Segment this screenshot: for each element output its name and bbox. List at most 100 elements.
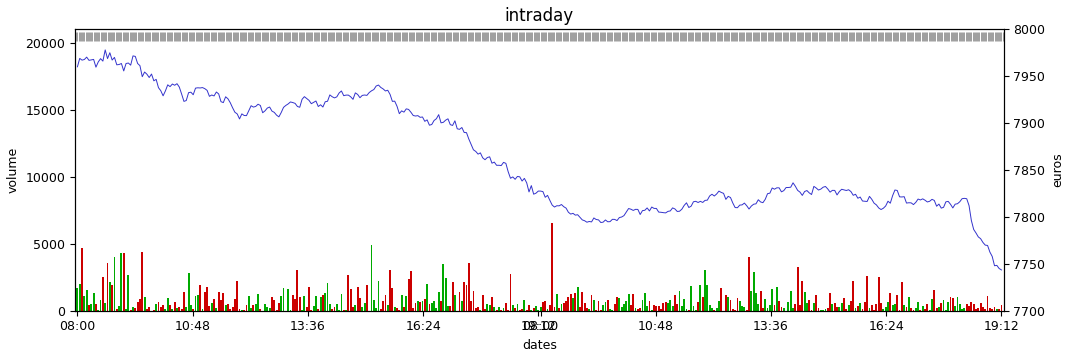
Bar [440, 301, 442, 311]
Bar [683, 299, 685, 311]
Bar [352, 307, 353, 311]
Bar [195, 296, 196, 311]
Bar [618, 298, 620, 311]
Bar [695, 310, 697, 311]
Bar [269, 308, 271, 311]
Bar [813, 303, 815, 311]
Bar [104, 303, 106, 311]
Bar [373, 300, 375, 311]
Bar [984, 309, 986, 311]
Bar [775, 287, 778, 311]
Bar [498, 307, 500, 311]
Bar [327, 283, 329, 311]
Bar [257, 294, 259, 311]
Bar [783, 308, 785, 311]
Bar [799, 306, 801, 311]
Bar [458, 292, 461, 311]
Bar [681, 306, 683, 311]
Bar [111, 285, 114, 311]
Bar [787, 302, 789, 311]
Bar [127, 275, 130, 311]
Bar [635, 308, 636, 311]
Bar [773, 305, 775, 311]
Bar [536, 307, 537, 311]
Bar [956, 297, 959, 311]
Bar [552, 223, 553, 311]
Bar [241, 310, 243, 311]
Bar [345, 310, 347, 311]
Bar [317, 308, 319, 311]
Bar [419, 302, 421, 311]
Bar [102, 278, 104, 311]
Bar [341, 294, 343, 311]
Bar [715, 308, 718, 311]
Bar [602, 306, 604, 311]
Bar [727, 297, 729, 311]
Bar [333, 307, 335, 311]
Bar [482, 294, 484, 311]
Bar [486, 304, 488, 311]
Bar [966, 304, 968, 311]
Bar [394, 307, 395, 311]
Bar [123, 253, 124, 311]
Bar [574, 293, 576, 311]
Bar [281, 296, 282, 311]
Bar [447, 306, 449, 311]
Bar [408, 279, 409, 311]
Bar [225, 305, 227, 311]
Bar [667, 303, 669, 311]
Bar [155, 304, 157, 311]
Bar [97, 310, 100, 311]
Bar [315, 296, 317, 311]
Bar [761, 308, 764, 311]
Bar [278, 303, 280, 311]
Bar [595, 310, 598, 311]
Bar [894, 304, 895, 311]
Bar [187, 273, 190, 311]
Bar [649, 301, 650, 311]
Bar [217, 292, 220, 311]
Bar [975, 309, 977, 311]
Bar [431, 303, 433, 311]
Bar [422, 300, 423, 311]
Bar [767, 308, 769, 311]
Bar [176, 308, 178, 311]
Bar [157, 302, 160, 311]
Bar [637, 309, 638, 311]
Bar [134, 308, 136, 311]
Bar [255, 304, 257, 311]
Bar [964, 308, 965, 311]
Bar [853, 280, 855, 311]
Bar [769, 306, 771, 311]
Bar [910, 308, 912, 311]
Bar [945, 310, 947, 311]
Bar [546, 309, 548, 311]
Bar [524, 300, 525, 311]
Bar [996, 309, 998, 311]
Bar [229, 309, 231, 311]
Bar [118, 306, 120, 311]
Bar [165, 309, 166, 311]
Bar [438, 292, 439, 311]
Bar [845, 309, 847, 311]
Bar [847, 306, 849, 311]
Bar [171, 309, 174, 311]
Bar [662, 303, 664, 311]
Bar [209, 306, 210, 311]
Bar [676, 304, 678, 311]
Bar [387, 306, 389, 311]
Bar [576, 288, 578, 311]
Bar [616, 297, 618, 311]
Bar [817, 308, 819, 311]
Bar [382, 301, 384, 311]
Bar [952, 298, 954, 311]
Bar [707, 285, 708, 311]
Bar [338, 310, 340, 311]
Bar [797, 266, 799, 311]
Bar [181, 309, 182, 311]
Bar [729, 300, 731, 311]
Bar [841, 303, 843, 311]
Bar [125, 309, 127, 311]
Bar [922, 306, 923, 311]
Bar [978, 308, 979, 311]
